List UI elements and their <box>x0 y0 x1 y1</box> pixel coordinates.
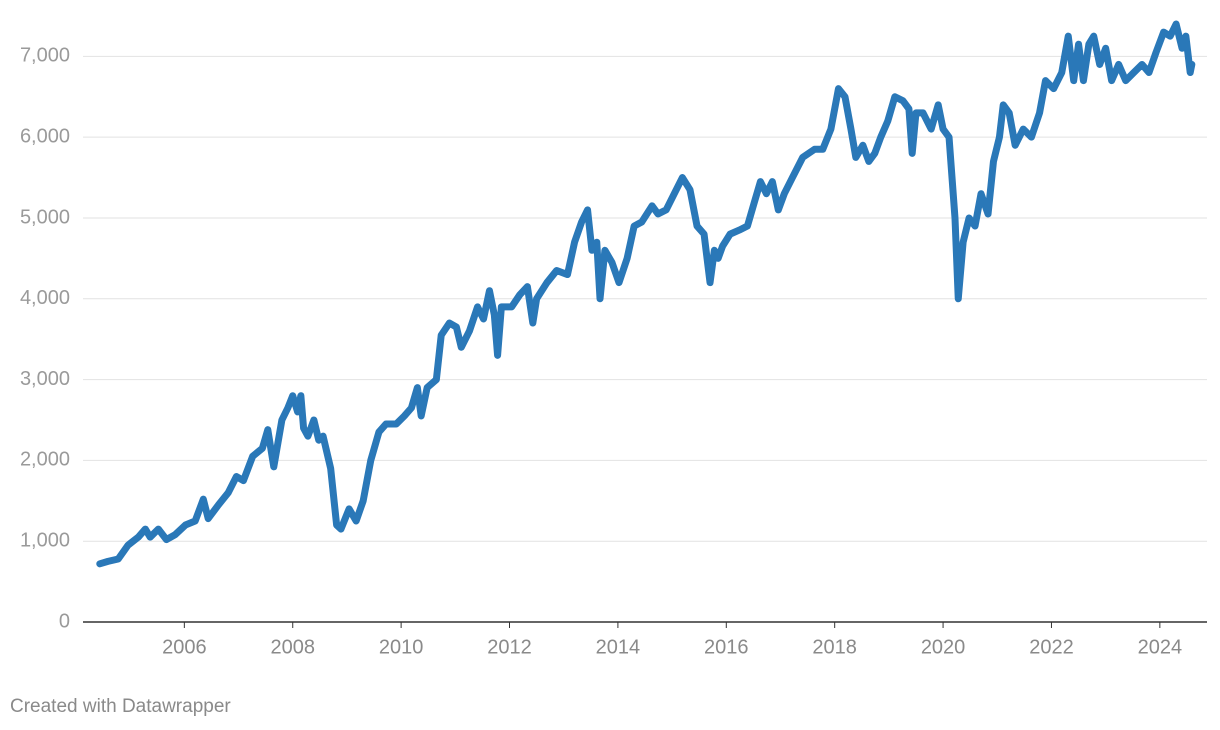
data-line <box>96 20 1196 568</box>
x-tick-label: 2006 <box>162 636 207 658</box>
x-tick-label: 2018 <box>812 636 857 658</box>
x-tick-label: 2014 <box>596 636 641 658</box>
plot-area <box>96 20 1196 568</box>
x-tick-label: 2016 <box>704 636 749 658</box>
y-tick-label: 0 <box>59 610 70 632</box>
x-tick-label: 2022 <box>1029 636 1074 658</box>
x-tick-label: 2010 <box>379 636 424 658</box>
y-tick-label: 1,000 <box>20 529 70 551</box>
x-tick-label: 2008 <box>270 636 315 658</box>
x-tick-label: 2020 <box>921 636 966 658</box>
y-tick-label: 4,000 <box>20 287 70 309</box>
y-tick-label: 6,000 <box>20 125 70 147</box>
footer: Created with Datawrapper <box>10 696 231 717</box>
y-tick-label: 5,000 <box>20 206 70 228</box>
y-tick-label: 3,000 <box>20 368 70 390</box>
y-tick-label: 2,000 <box>20 449 70 471</box>
x-tick-label: 2024 <box>1138 636 1183 658</box>
y-tick-label: 7,000 <box>20 45 70 67</box>
grid <box>83 55 1207 628</box>
x-tick-label: 2012 <box>487 636 532 658</box>
